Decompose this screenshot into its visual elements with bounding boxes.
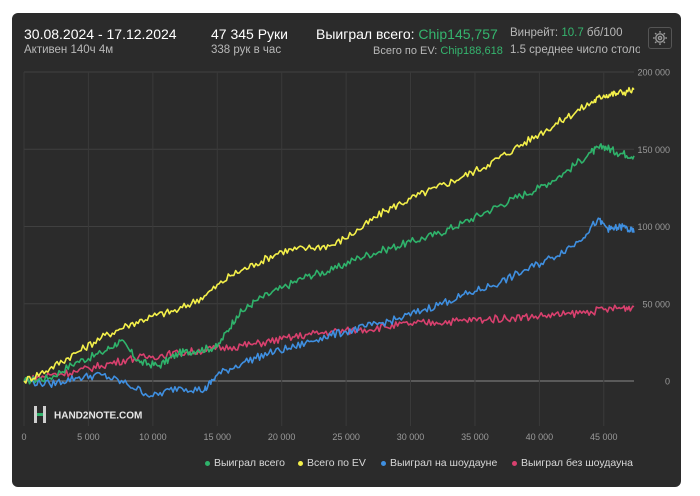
legend-label-ev: Всего по EV bbox=[307, 457, 366, 469]
hands-per-hour: 338 рук в час bbox=[211, 44, 282, 56]
hands-count: 47 345 Руки bbox=[211, 26, 288, 42]
x-tick-label: 35 000 bbox=[461, 432, 489, 442]
won-total-label: Выиграл всего: bbox=[316, 26, 415, 42]
legend-nonshowdown[interactable]: Выиграл без шоудауна bbox=[512, 457, 633, 469]
ev-total-label: Всего по EV: bbox=[373, 45, 438, 57]
x-tick-label: 5 000 bbox=[77, 432, 100, 442]
legend-label-nonshowdown: Выиграл без шоудауна bbox=[521, 457, 633, 469]
y-tick-label: 200 000 bbox=[637, 68, 670, 78]
y-tick-label: 0 bbox=[665, 377, 670, 387]
legend-dot-showdown bbox=[381, 460, 386, 466]
gear-icon bbox=[653, 31, 667, 45]
x-tick-label: 0 bbox=[21, 432, 26, 442]
won-total: Выиграл всего: Chip145,757 bbox=[316, 26, 498, 42]
x-tick-label: 25 000 bbox=[332, 432, 360, 442]
active-time: Активен 140ч 4м bbox=[24, 44, 114, 56]
series-line-showdown bbox=[23, 217, 635, 398]
avg-tables: 1.5 среднее число столов bbox=[510, 44, 640, 56]
legend-label-won: Выиграл всего bbox=[214, 457, 285, 469]
ev-total-value: Chip188,618 bbox=[440, 45, 503, 57]
y-tick-label: 50 000 bbox=[642, 299, 670, 309]
legend-ev[interactable]: Всего по EV bbox=[298, 457, 366, 469]
winrate-label: Винрейт: bbox=[510, 27, 559, 39]
x-tick-label: 30 000 bbox=[397, 432, 425, 442]
series bbox=[23, 86, 635, 398]
legend-dot-nonshowdown bbox=[512, 460, 517, 466]
winrate-value: 10.7 bbox=[561, 27, 584, 39]
series-line-ev bbox=[23, 86, 635, 384]
legend-showdown[interactable]: Выиграл на шоудауне bbox=[381, 457, 497, 469]
x-tick-label: 20 000 bbox=[268, 432, 296, 442]
ev-total: Всего по EV: Chip188,618 bbox=[373, 45, 503, 57]
y-axis: 0 50 000 100 000 150 000 200 000 bbox=[637, 68, 670, 387]
x-tick-label: 15 000 bbox=[203, 432, 231, 442]
legend-label-showdown: Выиграл на шоудауне bbox=[390, 457, 498, 469]
y-tick-label: 150 000 bbox=[637, 145, 670, 155]
x-tick-label: 40 000 bbox=[526, 432, 554, 442]
winrate: Винрейт: 10.7 бб/100 bbox=[510, 27, 622, 39]
date-range: 30.08.2024 - 17.12.2024 bbox=[24, 26, 177, 42]
won-total-value: Chip145,757 bbox=[418, 26, 498, 42]
y-tick-label: 100 000 bbox=[637, 222, 670, 232]
x-tick-label: 10 000 bbox=[139, 432, 167, 442]
hand2note-logo: HAND2NOTE.COM bbox=[34, 406, 142, 423]
legend-dot-ev bbox=[298, 460, 303, 466]
grid bbox=[23, 71, 634, 426]
winrate-unit: бб/100 bbox=[586, 27, 623, 39]
legend-won[interactable]: Выиграл всего bbox=[205, 457, 285, 469]
settings-button[interactable] bbox=[648, 27, 672, 49]
series-line-won bbox=[23, 143, 635, 385]
logo-text: HAND2NOTE.COM bbox=[54, 411, 142, 422]
legend-dot-won bbox=[205, 460, 210, 466]
x-tick-label: 45 000 bbox=[590, 432, 618, 442]
x-axis: 0 5 000 10 000 15 000 20 000 25 000 30 000 35 0… bbox=[21, 432, 617, 442]
